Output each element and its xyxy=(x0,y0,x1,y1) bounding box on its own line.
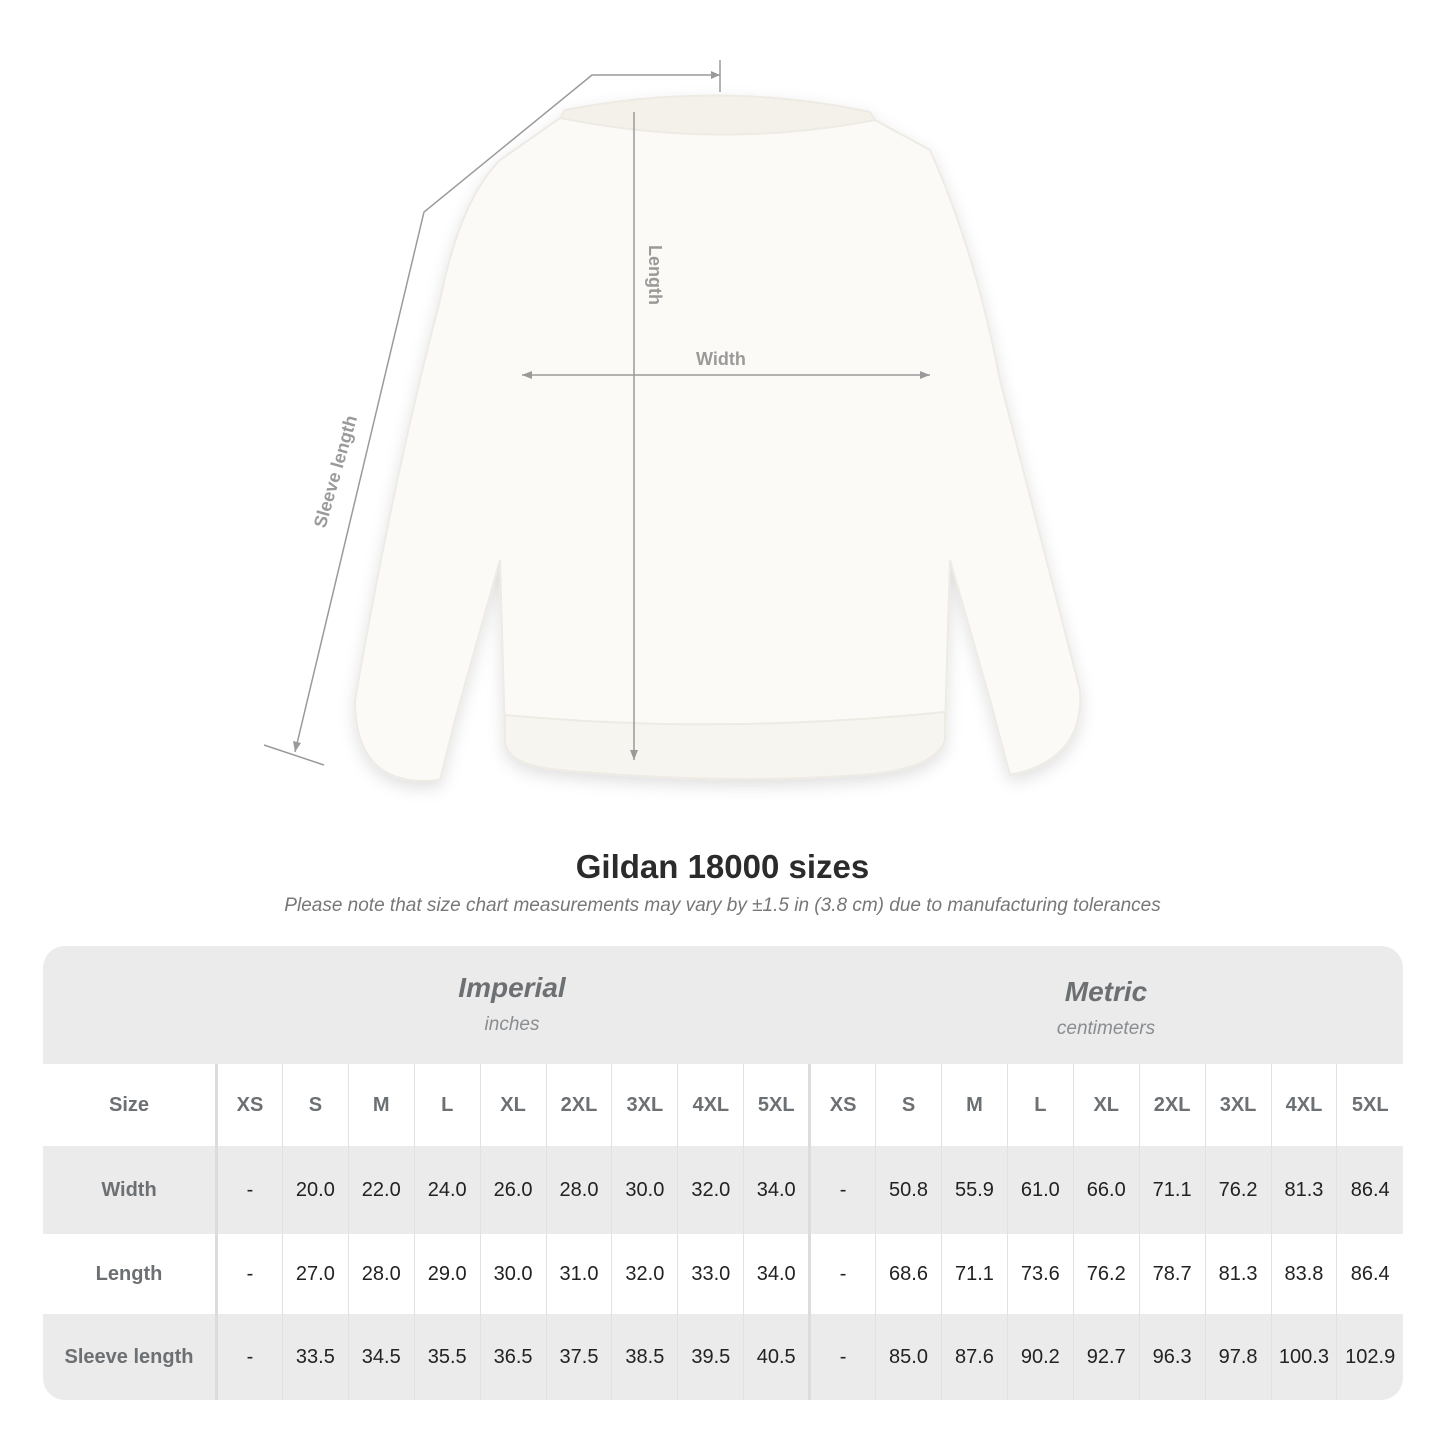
metric-value: 87.6 xyxy=(940,1314,1008,1400)
table-row: Sleeve length -33.5 34.5 35.5 36.5 37.5 38.5 39… xyxy=(43,1314,1403,1400)
metric-value: 100.3 xyxy=(1270,1314,1337,1400)
metric-size-xs: XS xyxy=(808,1064,876,1146)
imperial-value: 31.0 xyxy=(545,1234,612,1314)
metric-value: 86.4 xyxy=(1336,1146,1403,1234)
measurement-lines xyxy=(263,60,930,766)
metric-title: Metric xyxy=(1064,976,1148,1007)
sweatshirt-collar xyxy=(558,94,877,136)
metric-value: 92.7 xyxy=(1072,1314,1140,1400)
sweatshirt-waistband xyxy=(504,710,946,780)
metric-unit: centimeters xyxy=(1056,1018,1156,1039)
width-label: Width xyxy=(696,349,746,369)
metric-value: 81.3 xyxy=(1204,1234,1271,1314)
imperial-value: 20.0 xyxy=(281,1146,349,1234)
metric-value: 71.1 xyxy=(940,1234,1008,1314)
imperial-size-5xl: 5XL xyxy=(743,1064,810,1146)
imperial-value: - xyxy=(216,1314,283,1400)
row-label: Sleeve length xyxy=(43,1314,218,1400)
metric-value: 76.2 xyxy=(1204,1146,1271,1234)
metric-value: 73.6 xyxy=(1006,1234,1074,1314)
row-label: Width xyxy=(43,1146,218,1234)
metric-size-m: M xyxy=(940,1064,1008,1146)
imperial-value: - xyxy=(216,1234,283,1314)
imperial-header: Imperial inches xyxy=(215,972,809,1036)
metric-header: Metric centimeters xyxy=(809,976,1403,1040)
metric-value: 90.2 xyxy=(1006,1314,1074,1400)
length-label: Length xyxy=(645,245,665,305)
metric-value: - xyxy=(808,1146,876,1234)
imperial-value: 30.0 xyxy=(479,1234,547,1314)
imperial-value: 27.0 xyxy=(281,1234,349,1314)
imperial-value: 35.5 xyxy=(413,1314,481,1400)
metric-value: 78.7 xyxy=(1138,1234,1206,1314)
imperial-value: 24.0 xyxy=(413,1146,481,1234)
imperial-unit: inches xyxy=(484,1014,540,1035)
metric-size-xl: XL xyxy=(1072,1064,1140,1146)
size-chart: Imperial inches Metric centimeters Size X… xyxy=(43,946,1403,1400)
metric-value: 81.3 xyxy=(1270,1146,1337,1234)
metric-value: 76.2 xyxy=(1072,1234,1140,1314)
metric-value: 55.9 xyxy=(940,1146,1008,1234)
imperial-value: 40.5 xyxy=(743,1314,810,1400)
imperial-value: 33.0 xyxy=(677,1234,744,1314)
imperial-size-xs: XS xyxy=(216,1064,283,1146)
metric-value: - xyxy=(808,1314,876,1400)
imperial-size-m: M xyxy=(347,1064,415,1146)
imperial-value: 32.0 xyxy=(611,1234,678,1314)
metric-value: 68.6 xyxy=(875,1234,942,1314)
imperial-value: 32.0 xyxy=(677,1146,744,1234)
metric-value: 97.8 xyxy=(1204,1314,1271,1400)
metric-value: 83.8 xyxy=(1270,1234,1337,1314)
metric-size-5xl: 5XL xyxy=(1336,1064,1403,1146)
imperial-value: 38.5 xyxy=(611,1314,678,1400)
imperial-title: Imperial xyxy=(458,972,566,1003)
imperial-size-xl: XL xyxy=(479,1064,547,1146)
imperial-value: 37.5 xyxy=(545,1314,612,1400)
row-label: Length xyxy=(43,1234,218,1314)
imperial-value: 30.0 xyxy=(611,1146,678,1234)
imperial-value: 39.5 xyxy=(677,1314,744,1400)
imperial-value: 29.0 xyxy=(413,1234,481,1314)
metric-value: 50.8 xyxy=(875,1146,942,1234)
metric-size-4xl: 4XL xyxy=(1270,1064,1337,1146)
imperial-value: 22.0 xyxy=(347,1146,415,1234)
header-row: Size XS S M L XL 2XL 3XL 4XL 5XL XS S M L XL 2XL 3XL 4XL 5… xyxy=(43,1064,1403,1146)
metric-value: 86.4 xyxy=(1336,1234,1403,1314)
imperial-size-s: S xyxy=(281,1064,349,1146)
imperial-value: 28.0 xyxy=(347,1234,415,1314)
imperial-size-4xl: 4XL xyxy=(677,1064,744,1146)
imperial-size-2xl: 2XL xyxy=(545,1064,612,1146)
sweatshirt-photo xyxy=(263,60,1082,782)
metric-value: 96.3 xyxy=(1138,1314,1206,1400)
imperial-value: - xyxy=(216,1146,283,1234)
metric-value: - xyxy=(808,1234,876,1314)
table-row: Length -27.0 28.0 29.0 30.0 31.0 32.0 33.0 34.0-… xyxy=(43,1234,1403,1314)
metric-size-l: L xyxy=(1006,1064,1074,1146)
metric-value: 66.0 xyxy=(1072,1146,1140,1234)
unit-system-header: Imperial inches Metric centimeters xyxy=(43,946,1403,1064)
metric-size-3xl: 3XL xyxy=(1204,1064,1271,1146)
metric-size-s: S xyxy=(875,1064,942,1146)
table-row: Width -20.0 22.0 24.0 26.0 28.0 30.0 32.0 34.0-5… xyxy=(43,1146,1403,1234)
imperial-size-l: L xyxy=(413,1064,481,1146)
metric-value: 85.0 xyxy=(875,1314,942,1400)
imperial-value: 26.0 xyxy=(479,1146,547,1234)
metric-size-2xl: 2XL xyxy=(1138,1064,1206,1146)
imperial-size-3xl: 3XL xyxy=(611,1064,678,1146)
imperial-value: 34.0 xyxy=(743,1146,810,1234)
imperial-value: 34.5 xyxy=(347,1314,415,1400)
imperial-value: 36.5 xyxy=(479,1314,547,1400)
metric-value: 102.9 xyxy=(1336,1314,1403,1400)
size-table: Size XS S M L XL 2XL 3XL 4XL 5XL XS S M L XL 2XL 3XL 4XL 5… xyxy=(43,1064,1403,1400)
imperial-value: 28.0 xyxy=(545,1146,612,1234)
size-header: Size xyxy=(43,1064,218,1146)
metric-value: 71.1 xyxy=(1138,1146,1206,1234)
page-title: Gildan 18000 sizes xyxy=(575,848,870,885)
imperial-value: 34.0 xyxy=(743,1234,810,1314)
tolerance-note: Please note that size chart measurements… xyxy=(284,895,1161,916)
imperial-value: 33.5 xyxy=(281,1314,349,1400)
sweatshirt-body xyxy=(353,106,1082,782)
metric-value: 61.0 xyxy=(1006,1146,1074,1234)
